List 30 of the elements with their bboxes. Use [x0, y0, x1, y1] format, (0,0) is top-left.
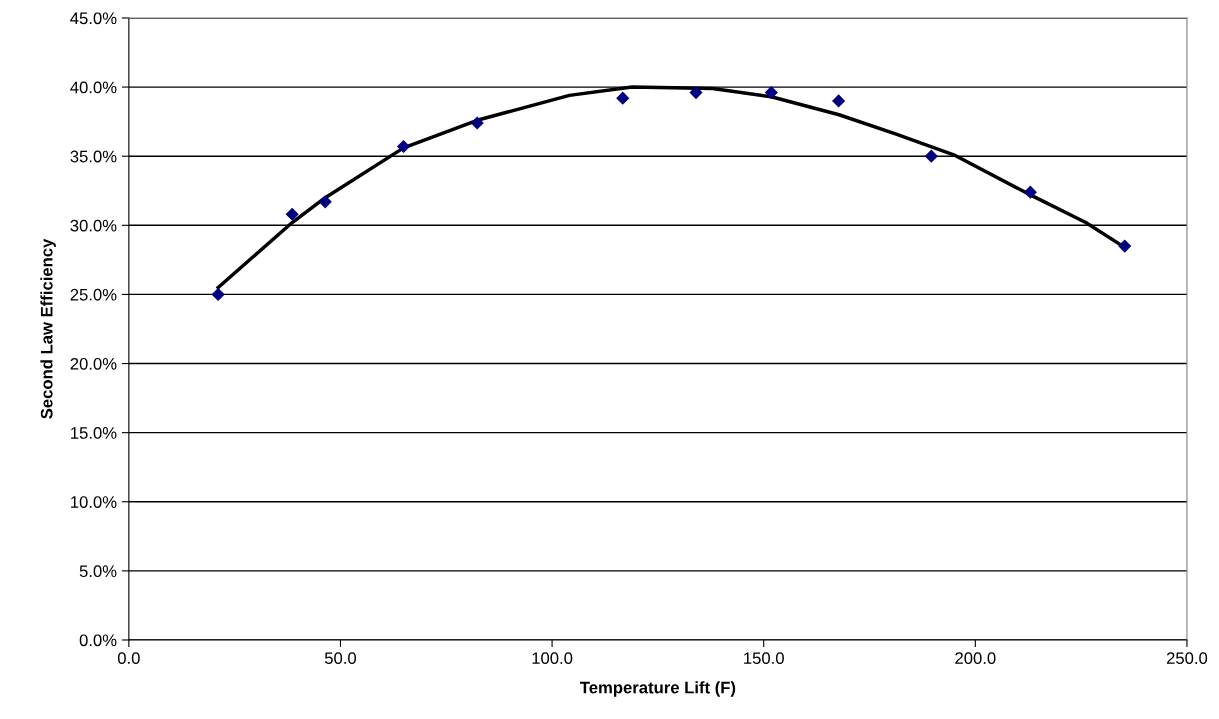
point — [924, 149, 938, 163]
y-tick-label: 40.0% — [70, 81, 117, 94]
point — [1118, 239, 1132, 253]
x-tick-label: 150.0 — [744, 652, 784, 665]
point — [318, 195, 332, 209]
point — [616, 91, 630, 105]
y-axis-title: Second Law Efficiency — [40, 238, 56, 419]
x-tick-label: 100.0 — [532, 652, 573, 665]
point — [470, 116, 484, 130]
y-tick-label: 15.0% — [71, 427, 117, 439]
x-tick-label: 50.0 — [324, 652, 357, 665]
y-tick-label: 30.0% — [70, 219, 117, 232]
point — [285, 207, 299, 221]
y-tick-label: 35.0% — [70, 150, 117, 163]
x-tick-label: 200.0 — [955, 652, 996, 665]
x-tick-label: 0.0 — [117, 652, 140, 665]
point — [1023, 185, 1037, 199]
y-tick-label: 20.0% — [70, 357, 117, 370]
x-tick-label: 250.0 — [1166, 652, 1208, 665]
y-tick-label: 0.0% — [79, 634, 117, 647]
point — [689, 86, 703, 100]
point — [832, 94, 846, 108]
x-axis-title: Temperature Lift (F) — [579, 681, 736, 697]
y-tick-label: 45.0% — [70, 12, 117, 25]
y-tick-label: 5.0% — [79, 565, 117, 578]
point — [211, 287, 225, 302]
point — [396, 139, 411, 154]
y-tick-label: 25.0% — [70, 288, 117, 301]
y-tick-label: 10.0% — [71, 496, 117, 508]
point — [764, 86, 778, 100]
